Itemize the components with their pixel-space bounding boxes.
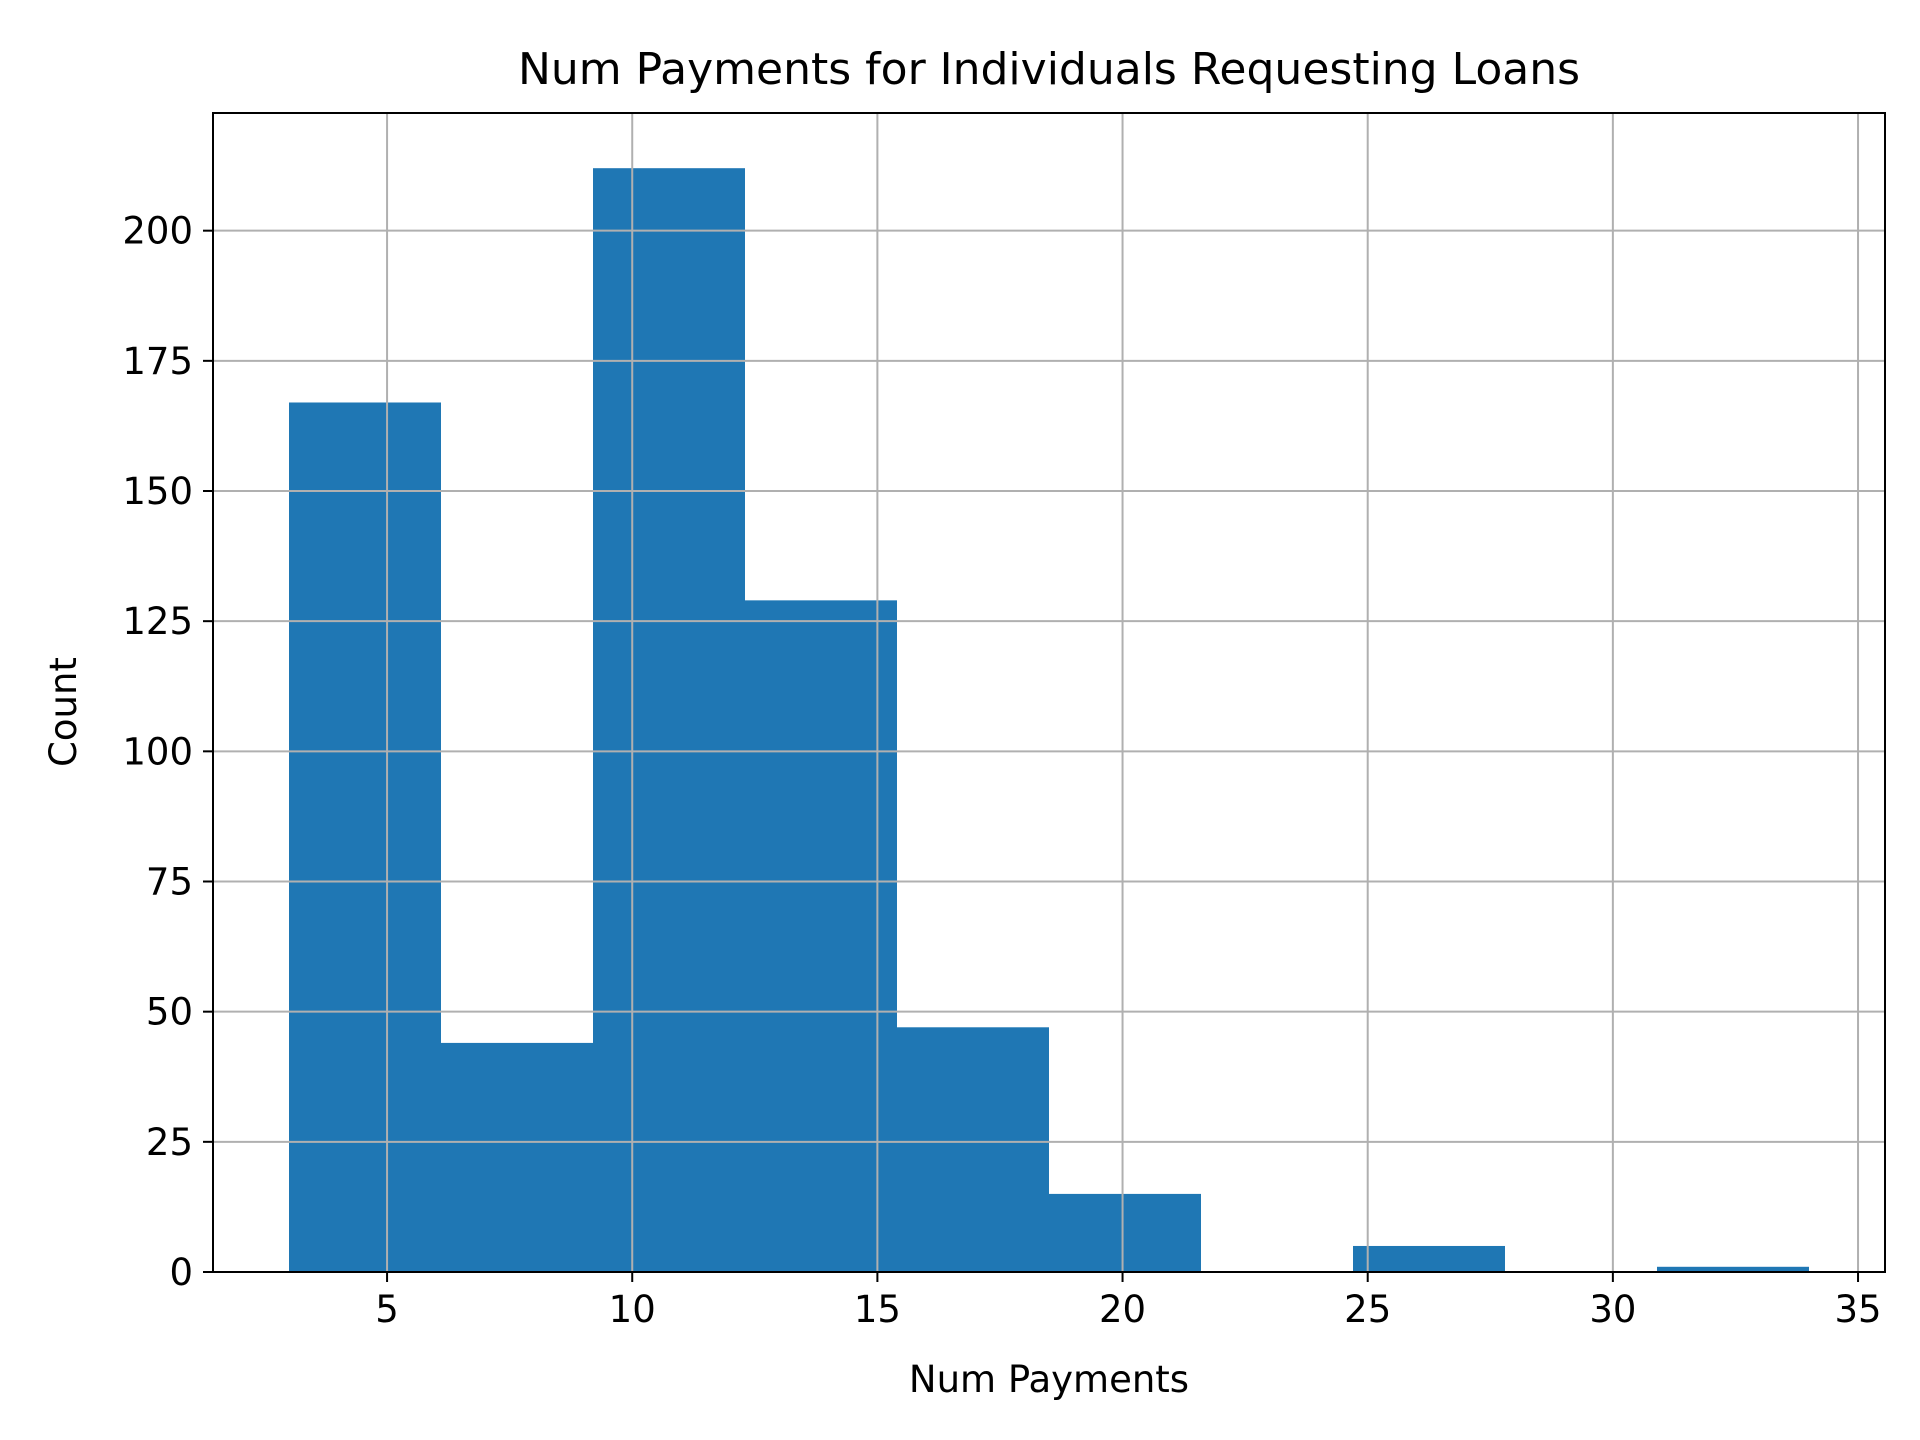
x-tick-label: 15 [854,1288,901,1331]
x-axis-ticks: 5 10 15 20 25 30 35 [375,1272,1882,1331]
histogram-bar [1657,1266,1809,1272]
x-tick-label: 20 [1099,1288,1146,1331]
y-tick-label: 175 [122,340,193,383]
histogram-bar [1049,1193,1201,1272]
histogram-bar [441,1042,593,1272]
x-tick-label: 5 [375,1288,399,1331]
histogram-bar [897,1027,1049,1272]
histogram-bar [289,402,441,1273]
x-axis-label: Num Payments [909,1358,1189,1401]
y-tick-label: 125 [122,600,193,643]
histogram-bar [745,600,897,1272]
x-tick-label: 30 [1589,1288,1636,1331]
histogram-bar [593,168,745,1273]
histogram-bars [289,168,1809,1273]
histogram-bar [1353,1245,1505,1272]
y-tick-label: 100 [122,730,193,773]
y-tick-label: 150 [122,470,193,513]
y-tick-label: 25 [146,1121,193,1164]
y-tick-label: 0 [169,1251,193,1294]
y-axis-label: Count [42,657,85,767]
chart-title: Num Payments for Individuals Requesting … [518,44,1580,95]
y-tick-label: 75 [146,861,193,904]
y-tick-label: 50 [146,991,193,1034]
y-tick-label: 200 [122,210,193,253]
y-axis-ticks: 0 25 50 75 100 125 150 175 200 [122,210,213,1294]
x-tick-label: 35 [1834,1288,1881,1331]
plot-frame [212,112,1886,1273]
x-tick-label: 10 [609,1288,656,1331]
grid-lines [213,113,1885,1273]
x-tick-label: 25 [1344,1288,1391,1331]
